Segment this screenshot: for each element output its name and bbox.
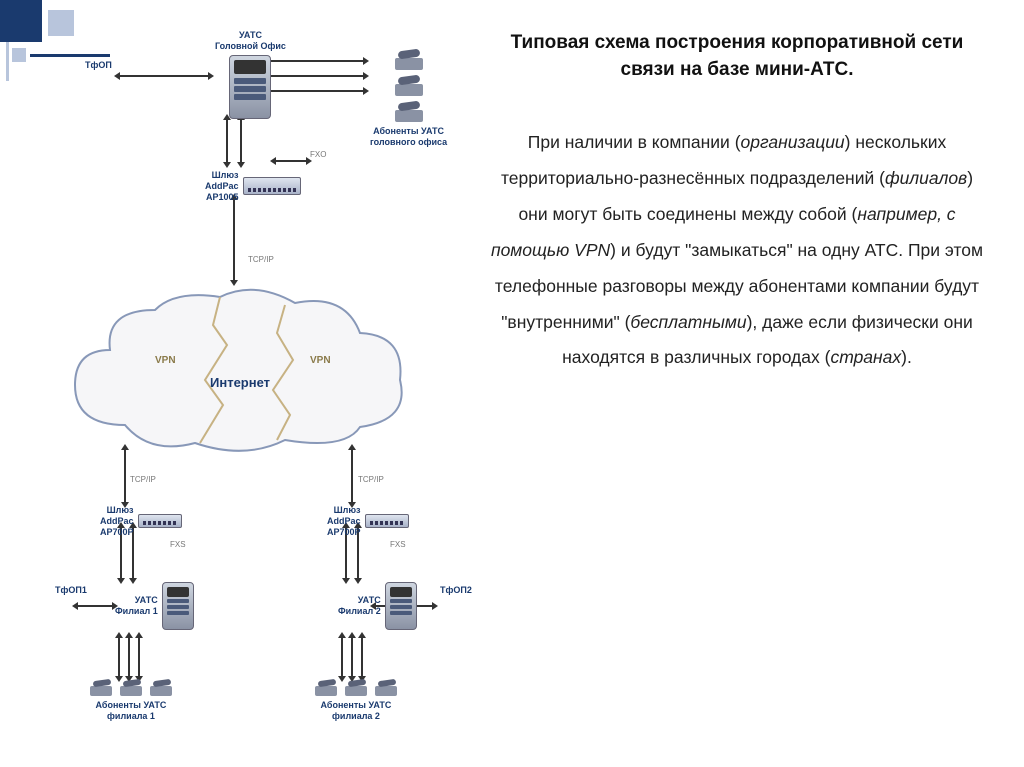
connection-arrow <box>351 450 353 502</box>
slide-title: Типовая схема построения корпоративной с… <box>490 30 984 83</box>
text-column: Типовая схема построения корпоративной с… <box>480 0 1024 767</box>
node-gw_b2: ШлюзAddPacAP700P <box>327 505 409 537</box>
node-tcpip_bl: TCP/IP <box>130 475 156 485</box>
node-tcpip_top: TCP/IP <box>248 255 274 265</box>
connection-arrow <box>78 605 112 607</box>
connection-arrow <box>124 450 126 502</box>
connection-arrow <box>233 200 235 280</box>
connection-arrow <box>128 638 130 676</box>
svg-text:Интернет: Интернет <box>210 375 270 390</box>
svg-text:VPN: VPN <box>155 355 176 366</box>
node-gw_b1: ШлюзAddPacAP700P <box>100 505 182 537</box>
node-pstn2: ТфОП2 <box>440 585 472 596</box>
connection-arrow <box>240 120 242 162</box>
connection-arrow <box>276 160 306 162</box>
node-fxs1: FXS <box>170 540 186 550</box>
node-uats_b2: УАТСФилиал 2 <box>338 582 417 630</box>
connection-arrow <box>361 638 363 676</box>
node-uats_b1: УАТСФилиал 1 <box>115 582 194 630</box>
internet-cloud: VPN VPN Интернет <box>55 285 415 465</box>
connection-arrow <box>341 638 343 676</box>
slide-body: При наличии в компании (организации) нес… <box>490 125 984 376</box>
slide-content: VPN VPN Интернет ТфОП УАТСГоловной Офис Аб… <box>0 0 1024 767</box>
node-phones_b1: Абоненты УАТСфилиала 1 <box>90 680 172 722</box>
node-tcpip_br: TCP/IP <box>358 475 384 485</box>
node-phones_hq: Абоненты УАТСголовного офиса <box>370 50 447 148</box>
connection-arrow <box>226 120 228 162</box>
node-fxo: FXO <box>310 150 326 160</box>
svg-text:VPN: VPN <box>310 355 331 366</box>
node-uats_hq: УАТСГоловной Офис <box>215 30 286 119</box>
node-phones_b2: Абоненты УАТСфилиала 2 <box>315 680 397 722</box>
network-diagram: VPN VPN Интернет ТфОП УАТСГоловной Офис Аб… <box>0 0 480 767</box>
node-pstn1: ТфОП1 <box>55 585 87 596</box>
connection-arrow <box>138 638 140 676</box>
connection-arrow <box>118 638 120 676</box>
node-gw_hq: ШлюзAddPacAP1005 <box>205 170 301 202</box>
connection-arrow <box>351 638 353 676</box>
connection-arrow <box>120 75 208 77</box>
node-fxs2: FXS <box>390 540 406 550</box>
node-pstn: ТфОП <box>85 60 112 71</box>
